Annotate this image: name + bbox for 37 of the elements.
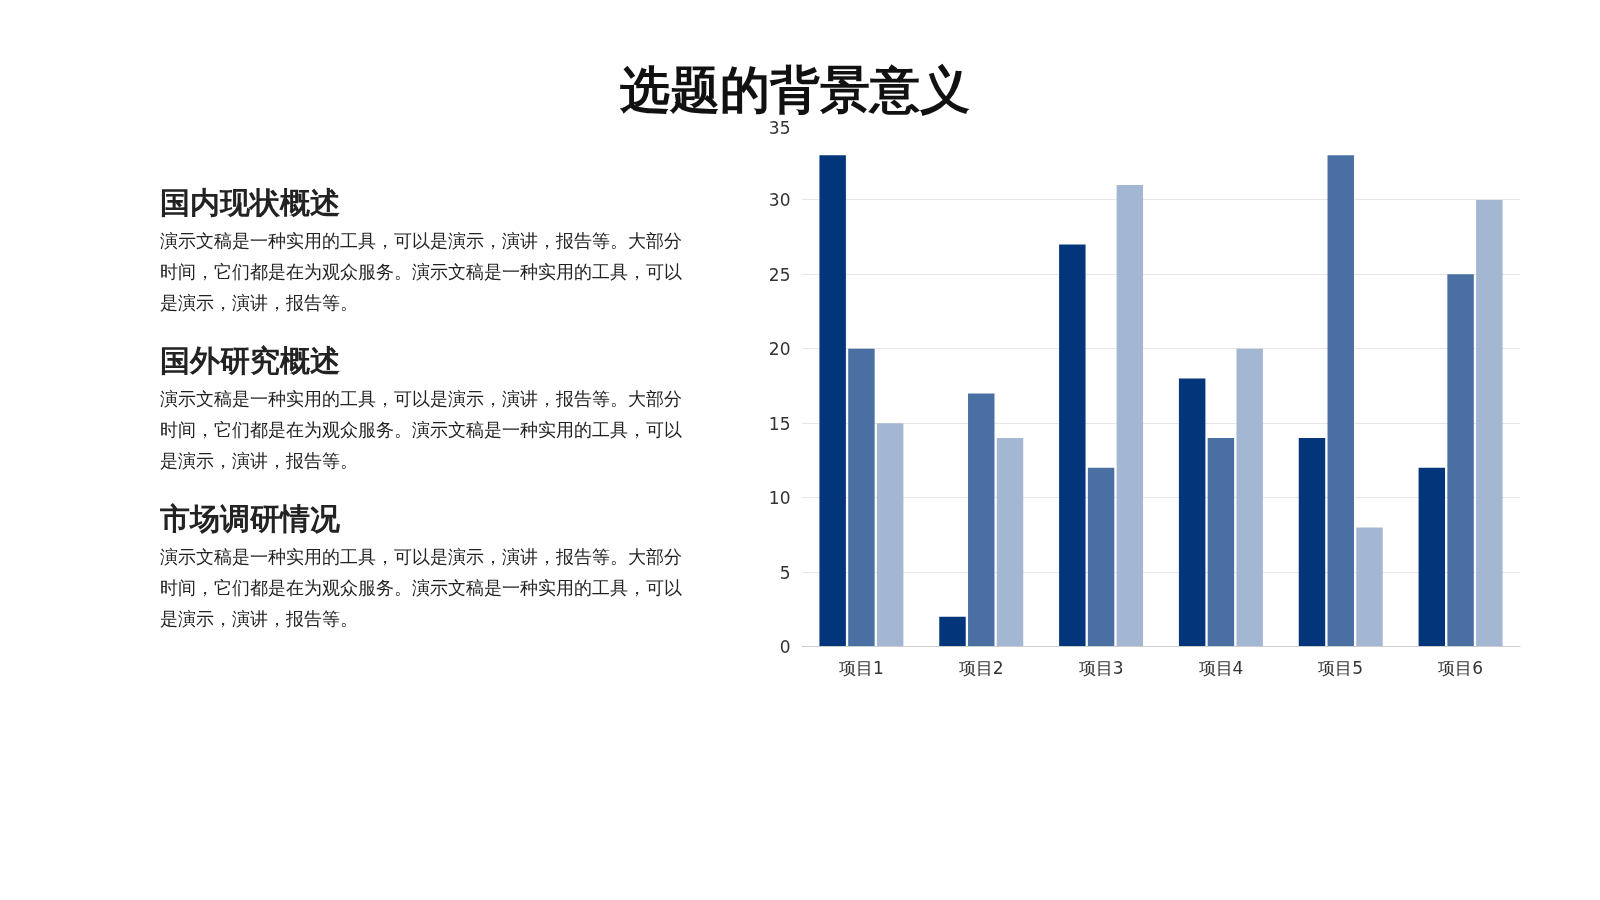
y-tick-label: 10 (768, 488, 791, 509)
x-tick-label: 项目6 (1438, 657, 1483, 678)
bar (1207, 438, 1235, 647)
x-tick-label: 项目5 (1318, 657, 1364, 678)
text: 演示文稿是一种实用的工具，可以是演示，演讲，报告等。大部分时间，它们都是在为观众服务。演示文稿是一种实用的工具，可以是演示，演讲，报告等。 (160, 228, 683, 315)
bar (1298, 438, 1326, 647)
bar (1236, 348, 1263, 647)
bar (819, 155, 846, 647)
y-tick-label: 5 (779, 562, 791, 583)
bar (1059, 244, 1086, 647)
y-tick-label: 20 (768, 339, 791, 360)
y-tick-label: 15 (768, 413, 791, 434)
bar (848, 348, 875, 647)
bar (968, 393, 995, 647)
bar (1087, 467, 1115, 647)
text: 国内现状概述 (160, 184, 341, 222)
x-tick-label: 项目4 (1198, 657, 1244, 678)
bar (1327, 155, 1354, 647)
text: 市场调研情况 (160, 499, 341, 538)
bar (1418, 467, 1446, 647)
bar (876, 423, 904, 647)
text: 国外研究概述 (160, 341, 341, 380)
y-tick-label: 30 (768, 190, 791, 211)
y-tick-label: 25 (768, 264, 791, 285)
x-tick-label: 项目2 (958, 657, 1004, 678)
bar (996, 438, 1024, 647)
bar (1447, 274, 1474, 647)
bar (1356, 527, 1383, 647)
x-tick-label: 项目1 (839, 657, 884, 678)
x-tick-label: 项目3 (1078, 657, 1124, 678)
y-tick-label: 0 (779, 637, 791, 657)
text: 演示文稿是一种实用的工具，可以是演示，演讲，报告等。大部分时间，它们都是在为观众服务。演示文稿是一种实用的工具，可以是演示，演讲，报告等。 (160, 386, 683, 473)
bar (1476, 199, 1503, 647)
bar (1116, 185, 1144, 647)
bar (939, 616, 966, 647)
bar (1178, 378, 1206, 647)
text: 演示文稿是一种实用的工具，可以是演示，演讲，报告等。大部分时间，它们都是在为观众服务。演示文稿是一种实用的工具，可以是演示，演讲，报告等。 (160, 544, 683, 631)
